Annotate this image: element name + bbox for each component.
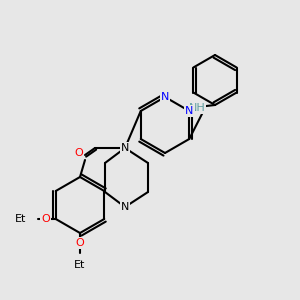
Text: N: N	[161, 92, 169, 102]
Text: N: N	[121, 143, 129, 153]
Text: Et: Et	[15, 214, 26, 224]
Text: NH: NH	[189, 103, 206, 113]
Text: O: O	[41, 214, 50, 224]
Text: N: N	[121, 202, 129, 212]
Text: O: O	[76, 238, 84, 248]
Text: Et: Et	[74, 260, 86, 270]
Text: O: O	[75, 148, 83, 158]
Text: N: N	[185, 106, 194, 116]
